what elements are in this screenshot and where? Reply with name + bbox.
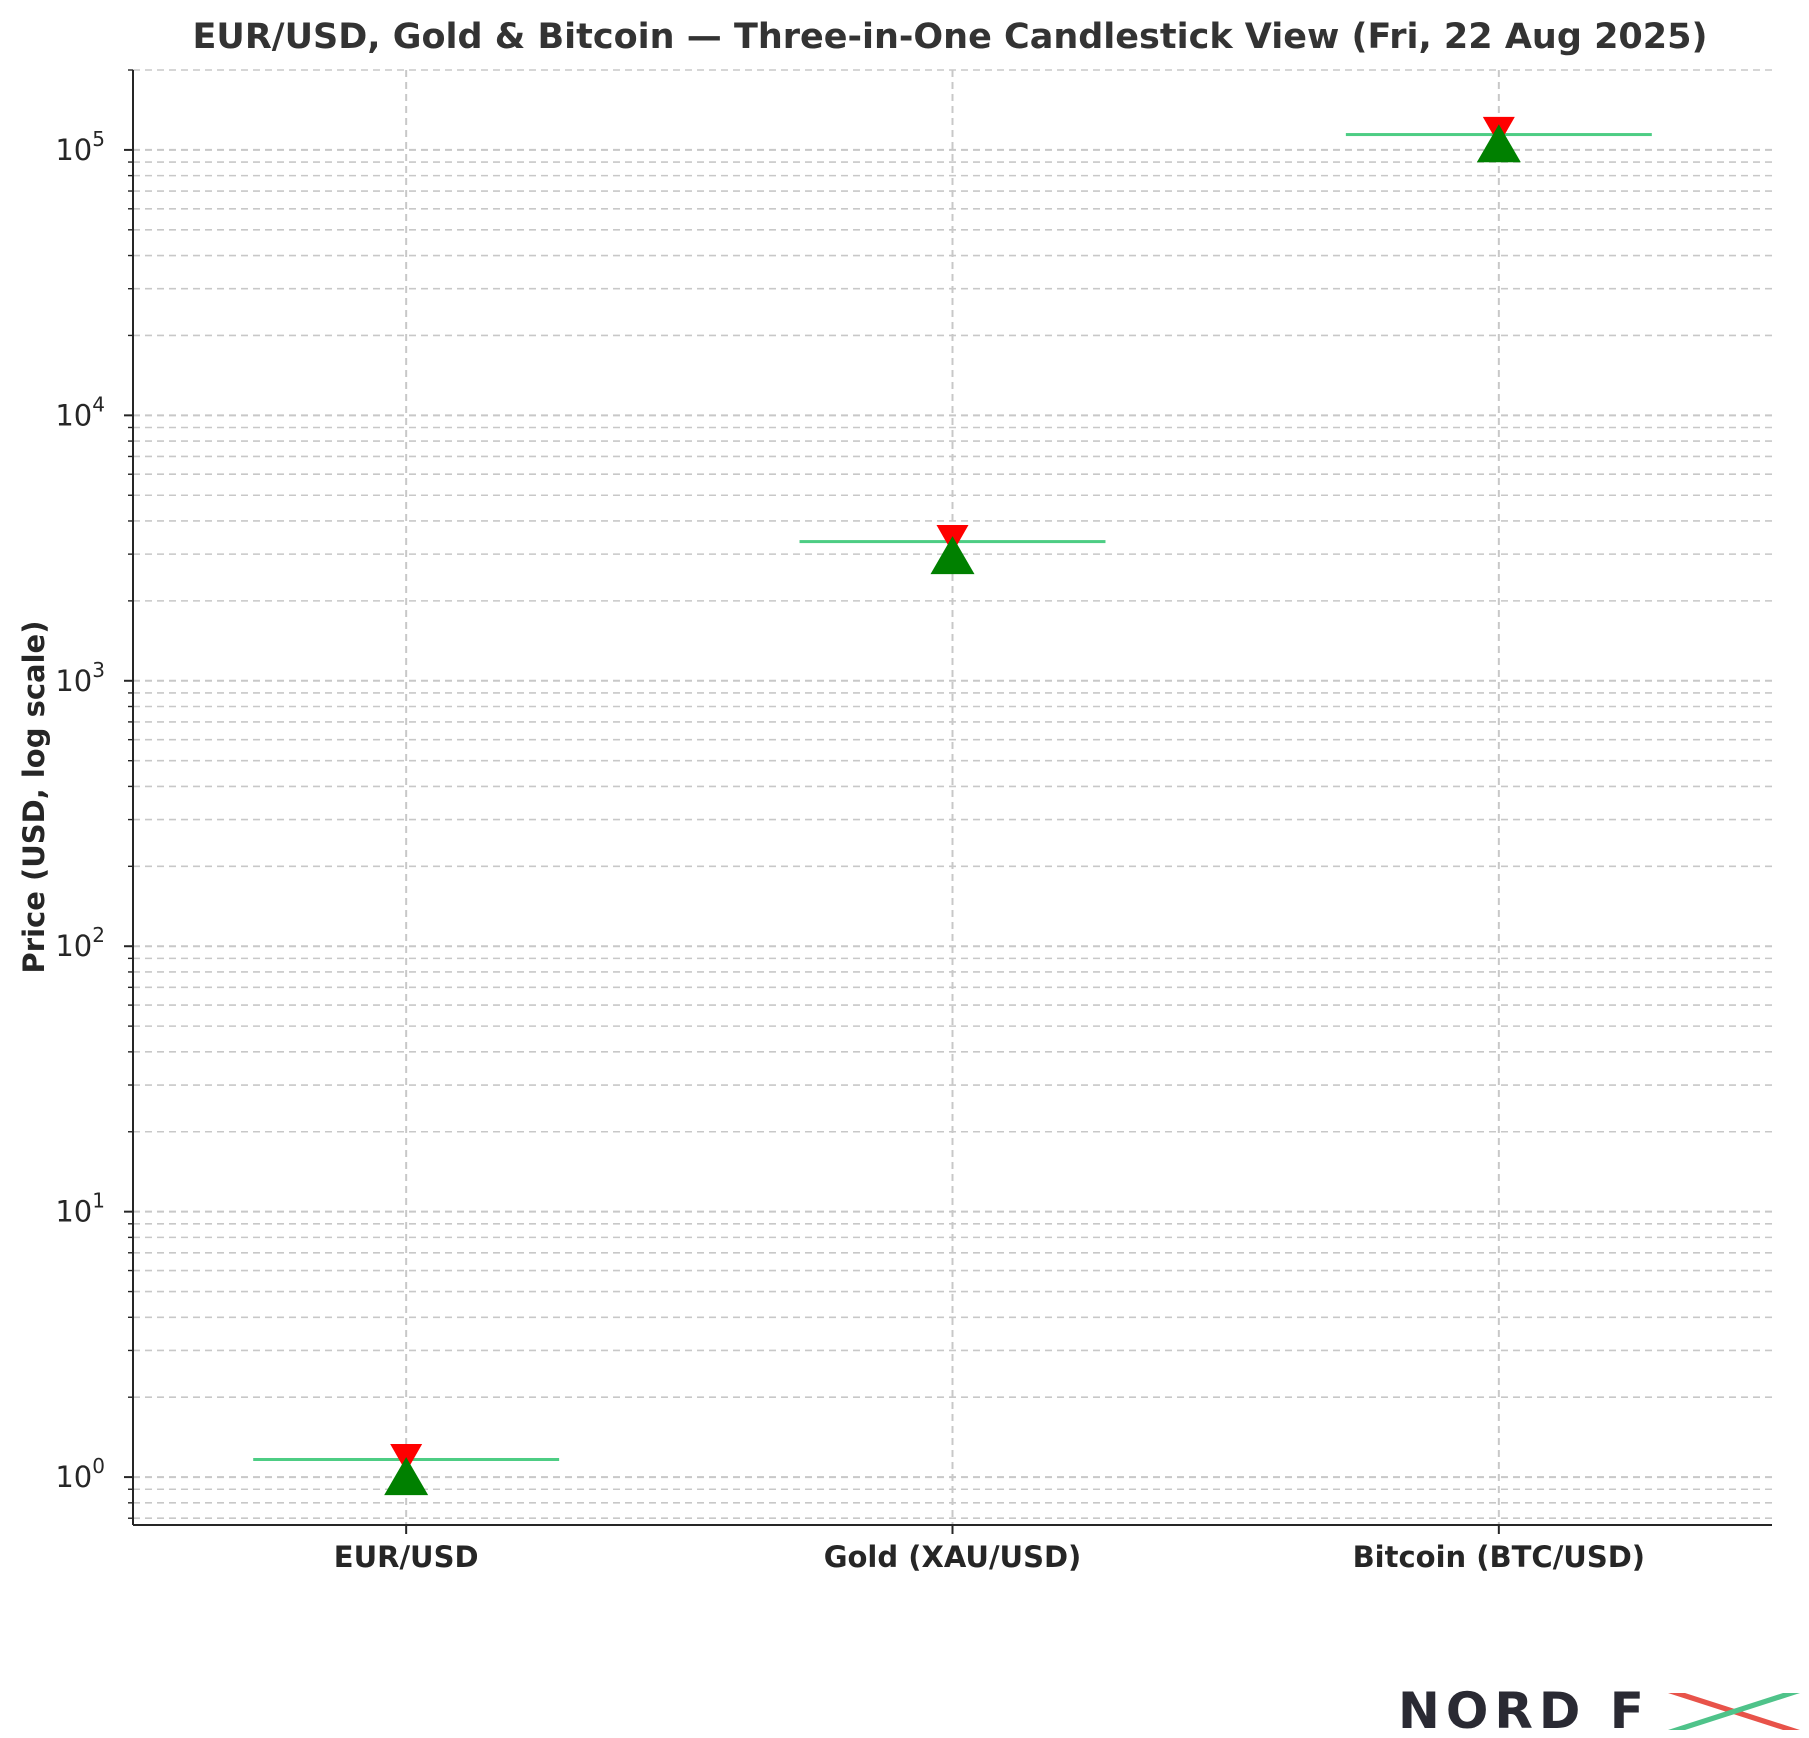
y-tick-label: 102 (55, 923, 105, 963)
support-marker (384, 1457, 429, 1496)
candle-group (799, 525, 1106, 575)
x-tick-label: Bitcoin (BTC/USD) (1353, 1540, 1645, 1574)
x-tick-label: EUR/USD (334, 1540, 479, 1574)
logo-text: NORD F (1398, 1682, 1650, 1738)
y-tick-label: 103 (55, 658, 105, 698)
candle-group (253, 1444, 560, 1496)
support-marker (930, 536, 975, 575)
nordfx-logo: NORD F (1398, 1682, 1800, 1738)
y-tick-label: 104 (55, 392, 105, 432)
y-axis-label: Price (USD, log scale) (17, 621, 51, 974)
y-tick-label: 105 (55, 127, 105, 167)
y-ticks: 100 101 102 103 104 105 (55, 69, 133, 1519)
y-tick-label: 101 (55, 1189, 105, 1229)
logo-x-green-stroke (1668, 1693, 1800, 1730)
chart-title: EUR/USD, Gold & Bitcoin — Three-in-One C… (193, 17, 1708, 57)
candles (253, 116, 1652, 1496)
support-marker (1476, 124, 1521, 163)
x-tick-label: Gold (XAU/USD) (824, 1540, 1082, 1574)
candle-group (1345, 116, 1652, 163)
logo-x-icon (1668, 1693, 1800, 1730)
y-tick-label: 100 (55, 1454, 105, 1494)
x-ticks: EUR/USD Gold (XAU/USD) Bitcoin (BTC/USD) (334, 1525, 1645, 1574)
grid (133, 69, 1772, 1525)
